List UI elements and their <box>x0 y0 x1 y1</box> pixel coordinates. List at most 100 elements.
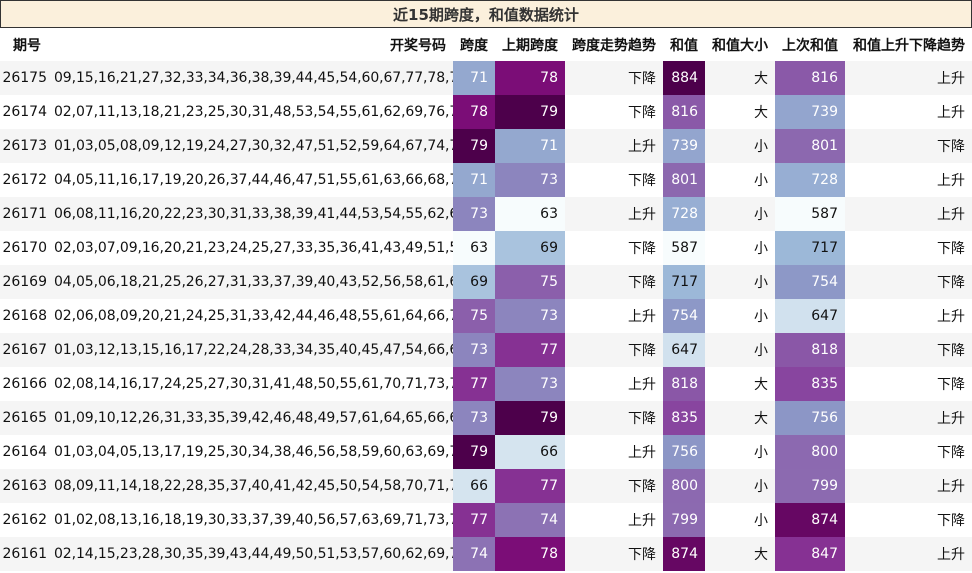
cell-prev-span: 63 <box>495 197 565 231</box>
table-row: 26172 04,05,11,16,17,19,20,26,37,44,46,47… <box>0 163 972 197</box>
cell-span-trend: 上升 <box>565 503 663 537</box>
cell-prev-sum: 799 <box>775 469 845 503</box>
header-prev-span: 上期跨度 <box>502 37 558 54</box>
cell-sum: 717 <box>663 265 705 299</box>
cell-sum-size: 小 <box>705 163 775 197</box>
cell-prev-span: 66 <box>495 435 565 469</box>
cell-sum: 800 <box>663 469 705 503</box>
cell-draw-numbers: 04,05,11,16,17,19,20,26,37,44,46,47,51,5… <box>54 163 453 197</box>
cell-prev-span: 78 <box>495 61 565 95</box>
cell-prev-sum: 587 <box>775 197 845 231</box>
cell-sum: 884 <box>663 61 705 95</box>
cell-issue: 26174 <box>0 95 54 129</box>
cell-span: 63 <box>453 231 495 265</box>
cell-prev-span: 73 <box>495 367 565 401</box>
cell-sum-size: 小 <box>705 197 775 231</box>
table-row: 26165 01,09,10,12,26,31,33,35,39,42,46,48… <box>0 401 972 435</box>
cell-span: 75 <box>453 299 495 333</box>
cell-sum-trend: 上升 <box>845 197 972 231</box>
table-row: 26175 09,15,16,21,27,32,33,34,36,38,39,44… <box>0 61 972 95</box>
cell-sum-size: 大 <box>705 95 775 129</box>
cell-draw-numbers: 01,03,12,13,15,16,17,22,24,28,33,34,35,4… <box>54 333 453 367</box>
cell-span: 73 <box>453 333 495 367</box>
cell-issue: 26166 <box>0 367 54 401</box>
cell-draw-numbers: 06,08,11,16,20,22,23,30,31,33,38,39,41,4… <box>54 197 453 231</box>
cell-sum-trend: 上升 <box>845 401 972 435</box>
cell-span: 77 <box>453 367 495 401</box>
cell-sum-size: 大 <box>705 537 775 571</box>
table-row: 26170 02,03,07,09,16,20,21,23,24,25,27,33… <box>0 231 972 265</box>
cell-sum: 801 <box>663 163 705 197</box>
cell-sum: 728 <box>663 197 705 231</box>
cell-sum: 816 <box>663 95 705 129</box>
cell-sum-trend: 下降 <box>845 129 972 163</box>
cell-draw-numbers: 01,03,05,08,09,12,19,24,27,30,32,47,51,5… <box>54 129 453 163</box>
header-sum-trend: 和值上升下降趋势 <box>853 37 965 54</box>
cell-draw-numbers: 09,15,16,21,27,32,33,34,36,38,39,44,45,5… <box>54 61 453 95</box>
cell-sum-trend: 上升 <box>845 163 972 197</box>
cell-sum-trend: 下降 <box>845 503 972 537</box>
table-row: 26171 06,08,11,16,20,22,23,30,31,33,38,39… <box>0 197 972 231</box>
cell-prev-sum: 728 <box>775 163 845 197</box>
cell-prev-span: 79 <box>495 95 565 129</box>
cell-sum-size: 小 <box>705 129 775 163</box>
cell-issue: 26172 <box>0 163 54 197</box>
cell-span: 73 <box>453 197 495 231</box>
cell-span: 78 <box>453 95 495 129</box>
cell-span: 66 <box>453 469 495 503</box>
table-row: 26163 08,09,11,14,18,22,28,35,37,40,41,42… <box>0 469 972 503</box>
cell-issue: 26171 <box>0 197 54 231</box>
cell-sum-size: 大 <box>705 401 775 435</box>
cell-prev-span: 79 <box>495 401 565 435</box>
cell-span-trend: 下降 <box>565 401 663 435</box>
table-body: 26175 09,15,16,21,27,32,33,34,36,38,39,44… <box>0 61 972 571</box>
cell-prev-span: 77 <box>495 333 565 367</box>
cell-sum-size: 大 <box>705 61 775 95</box>
cell-span-trend: 下降 <box>565 537 663 571</box>
cell-sum-trend: 下降 <box>845 367 972 401</box>
cell-sum-trend: 上升 <box>845 537 972 571</box>
cell-span: 74 <box>453 537 495 571</box>
header-span-trend: 跨度走势趋势 <box>572 37 656 54</box>
cell-sum-trend: 下降 <box>845 231 972 265</box>
cell-span: 77 <box>453 503 495 537</box>
cell-draw-numbers: 02,08,14,16,17,24,25,27,30,31,41,48,50,5… <box>54 367 453 401</box>
cell-draw-numbers: 02,03,07,09,16,20,21,23,24,25,27,33,35,3… <box>54 231 453 265</box>
cell-span-trend: 上升 <box>565 299 663 333</box>
cell-draw-numbers: 01,09,10,12,26,31,33,35,39,42,46,48,49,5… <box>54 401 453 435</box>
cell-prev-span: 77 <box>495 469 565 503</box>
stats-table: 期号 开奖号码 跨度 上期跨度 跨度走势趋势 和值 和值大小 上次和值 和值上升… <box>0 28 972 571</box>
cell-prev-sum: 801 <box>775 129 845 163</box>
cell-span: 69 <box>453 265 495 299</box>
cell-draw-numbers: 01,03,04,05,13,17,19,25,30,34,38,46,56,5… <box>54 435 453 469</box>
table-row: 26161 02,14,15,23,28,30,35,39,43,44,49,50… <box>0 537 972 571</box>
table-row: 26164 01,03,04,05,13,17,19,25,30,34,38,46… <box>0 435 972 469</box>
cell-span-trend: 下降 <box>565 265 663 299</box>
cell-span-trend: 下降 <box>565 163 663 197</box>
cell-prev-span: 69 <box>495 231 565 265</box>
table-title: 近15期跨度，和值数据统计 <box>0 0 972 28</box>
table-row: 26167 01,03,12,13,15,16,17,22,24,28,33,34… <box>0 333 972 367</box>
cell-prev-sum: 818 <box>775 333 845 367</box>
cell-span: 79 <box>453 435 495 469</box>
cell-span-trend: 上升 <box>565 435 663 469</box>
cell-issue: 26167 <box>0 333 54 367</box>
table-row: 26162 01,02,08,13,16,18,19,30,33,37,39,40… <box>0 503 972 537</box>
cell-prev-span: 71 <box>495 129 565 163</box>
cell-prev-span: 78 <box>495 537 565 571</box>
cell-sum: 739 <box>663 129 705 163</box>
cell-sum-trend: 上升 <box>845 299 972 333</box>
cell-draw-numbers: 01,02,08,13,16,18,19,30,33,37,39,40,56,5… <box>54 503 453 537</box>
cell-issue: 26164 <box>0 435 54 469</box>
cell-span-trend: 下降 <box>565 231 663 265</box>
header-draw: 开奖号码 <box>390 37 446 54</box>
cell-span: 73 <box>453 401 495 435</box>
cell-issue: 26168 <box>0 299 54 333</box>
cell-prev-sum: 647 <box>775 299 845 333</box>
cell-sum-size: 小 <box>705 333 775 367</box>
cell-prev-sum: 874 <box>775 503 845 537</box>
cell-prev-sum: 754 <box>775 265 845 299</box>
table-row: 26174 02,07,11,13,18,21,23,25,30,31,48,53… <box>0 95 972 129</box>
cell-span-trend: 上升 <box>565 197 663 231</box>
